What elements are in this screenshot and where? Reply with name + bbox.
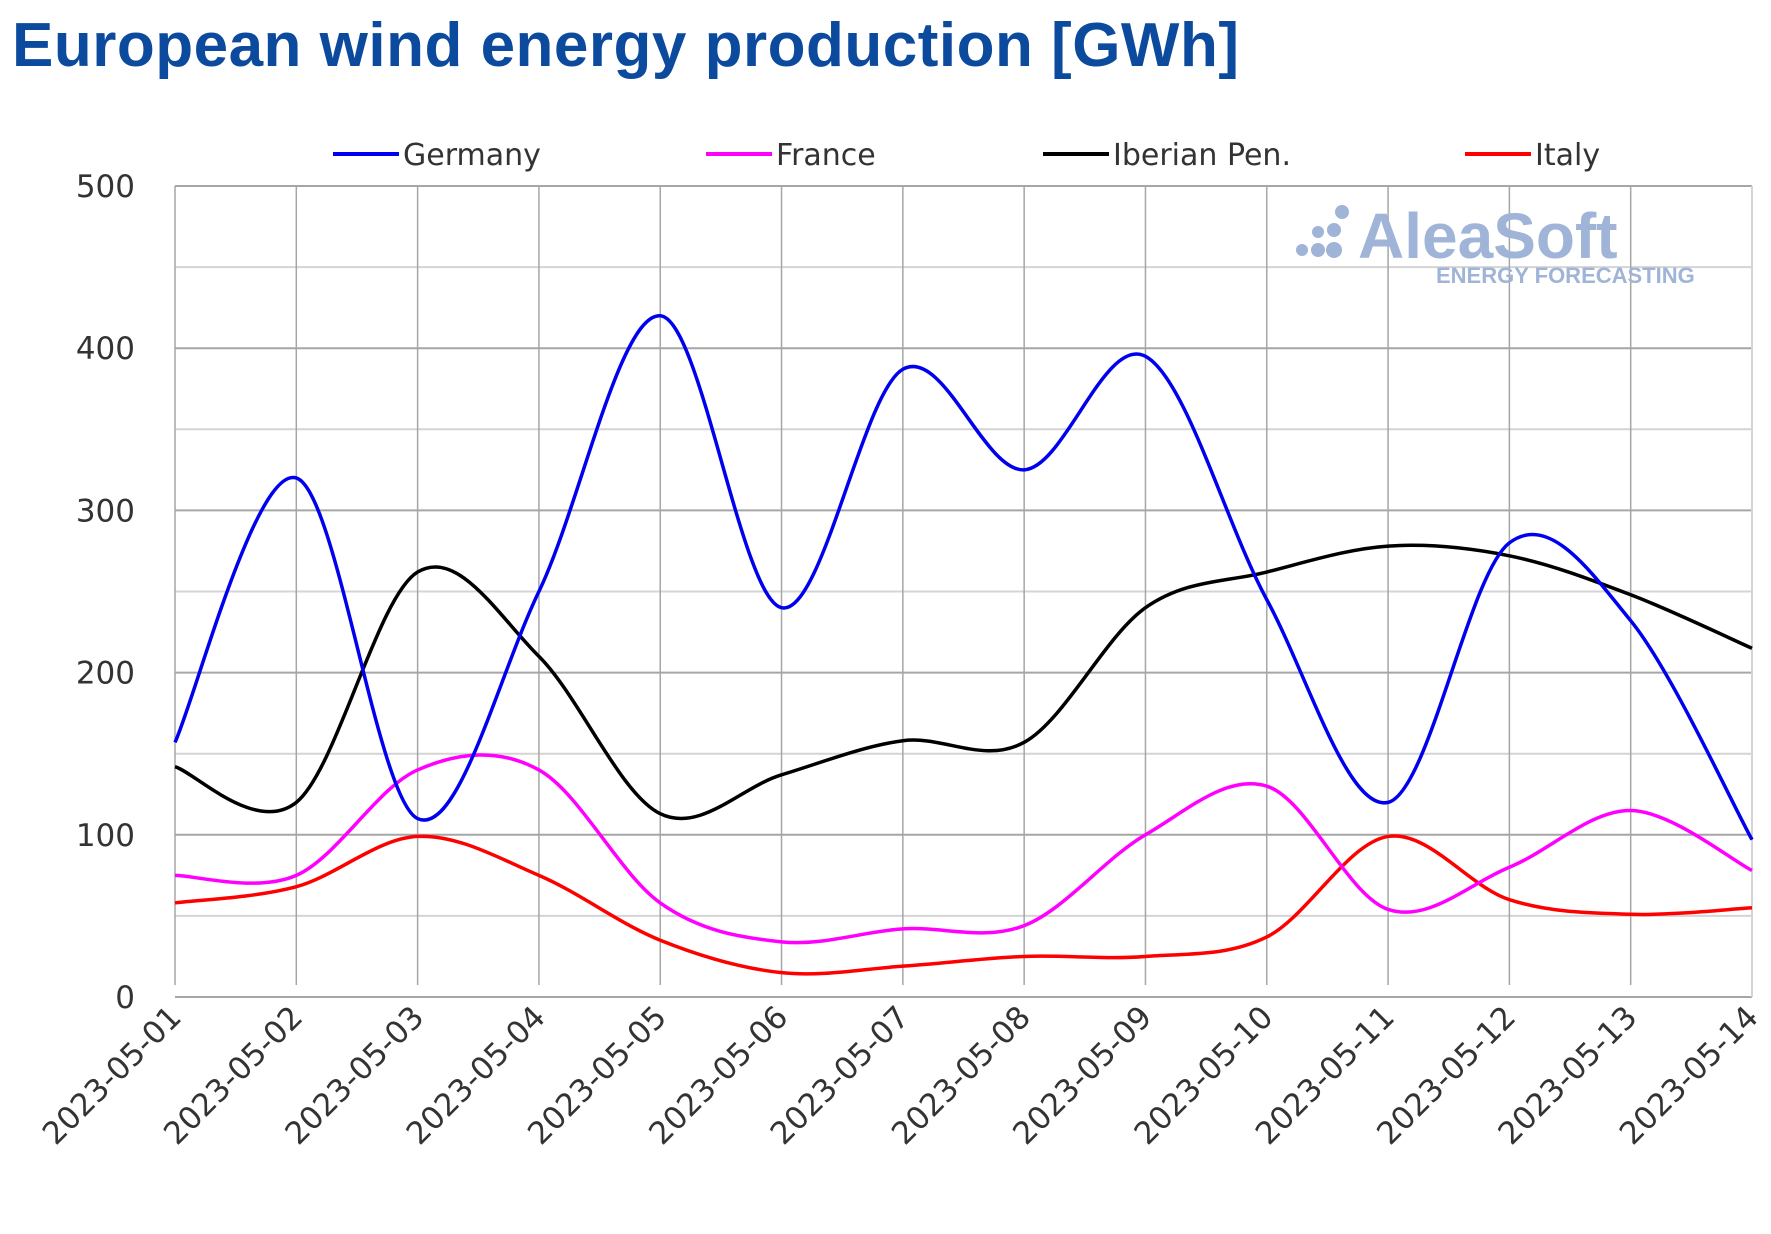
series-line-germany [173, 314, 1754, 841]
watermark-tagline: ENERGY FORECASTING [1436, 263, 1695, 288]
legend-label: Italy [1535, 138, 1600, 173]
series-line-italy [174, 834, 1753, 976]
legend-label: Germany [403, 138, 541, 173]
y-tick-label: 100 [76, 818, 135, 854]
legend-label: France [776, 138, 876, 173]
legend: Germany France Iberian Pen. Italy [333, 138, 1600, 173]
aleasoft-watermark: AleaSoft ENERGY FORECASTING [1296, 200, 1695, 288]
watermark-brand: AleaSoft [1358, 200, 1618, 272]
y-tick-label: 0 [115, 980, 135, 1016]
y-tick-label: 500 [76, 169, 135, 205]
y-tick-label: 400 [76, 331, 135, 367]
aleasoft-logo-dots-icon [1296, 205, 1349, 258]
series-line-iberian-pen [174, 543, 1753, 821]
y-tick-label: 200 [76, 656, 135, 692]
y-tick-label: 300 [76, 493, 135, 529]
grid [174, 185, 1753, 998]
series-line-france [174, 753, 1753, 945]
legend-label: Iberian Pen. [1113, 138, 1291, 173]
chart-title: European wind energy production [GWh] [12, 11, 1240, 80]
